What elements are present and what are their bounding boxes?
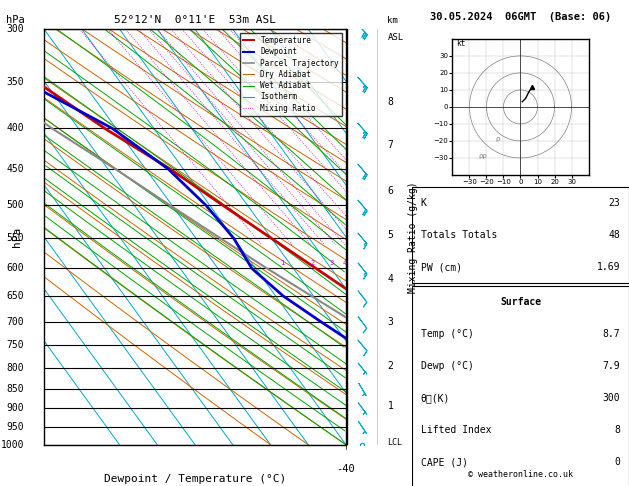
Legend: Temperature, Dewpoint, Parcel Trajectory, Dry Adiabat, Wet Adiabat, Isotherm, Mi: Temperature, Dewpoint, Parcel Trajectory… [240,33,342,116]
Text: Totals Totals: Totals Totals [421,230,497,240]
Text: PW (cm): PW (cm) [421,262,462,272]
Text: 3: 3 [387,316,393,327]
Text: 7.9: 7.9 [603,361,620,371]
Text: 300: 300 [7,24,25,34]
Text: CAPE (J): CAPE (J) [421,457,468,467]
Text: ρρ: ρρ [478,153,487,159]
Text: 23: 23 [609,198,620,208]
Text: 300: 300 [603,393,620,403]
Text: ρ: ρ [495,136,499,142]
Text: 450: 450 [7,164,25,174]
Text: 1000: 1000 [1,440,25,450]
Text: © weatheronline.co.uk: © weatheronline.co.uk [468,469,573,479]
Text: 4: 4 [387,274,393,284]
Bar [412,286,629,486]
Text: θᴇ(K): θᴇ(K) [421,393,450,403]
Text: Lifted Index: Lifted Index [421,425,491,435]
Text: 900: 900 [7,403,25,413]
Text: 850: 850 [7,383,25,394]
Text: 3: 3 [329,260,333,266]
Text: 800: 800 [7,363,25,373]
Text: 750: 750 [7,340,25,350]
Text: 4: 4 [343,260,347,266]
Text: -40: -40 [337,464,355,474]
Text: 8.7: 8.7 [603,329,620,339]
Text: Dewp (°C): Dewp (°C) [421,361,474,371]
Text: 400: 400 [7,123,25,134]
Text: 650: 650 [7,291,25,301]
Bar [412,187,629,283]
Text: 48: 48 [609,230,620,240]
Text: 350: 350 [7,77,25,87]
Text: 8: 8 [615,425,620,435]
Text: kt: kt [456,39,465,48]
Text: Surface: Surface [500,297,541,307]
Text: 6: 6 [387,186,393,196]
Text: 52°12'N  0°11'E  53m ASL: 52°12'N 0°11'E 53m ASL [114,15,276,25]
Text: 700: 700 [7,316,25,327]
Text: 2: 2 [310,260,314,266]
Text: 2: 2 [387,361,393,370]
Text: 5: 5 [387,230,393,240]
Text: Temp (°C): Temp (°C) [421,329,474,339]
Text: 600: 600 [7,263,25,274]
Text: 950: 950 [7,422,25,432]
Text: 1.69: 1.69 [597,262,620,272]
Text: 30.05.2024  06GMT  (Base: 06): 30.05.2024 06GMT (Base: 06) [430,12,611,22]
Text: hPa: hPa [12,227,22,247]
Text: ASL: ASL [387,33,404,42]
Text: LCL: LCL [387,438,403,447]
Text: 500: 500 [7,200,25,210]
Text: hPa: hPa [6,15,25,25]
Text: 8: 8 [387,97,393,106]
Text: 1: 1 [387,401,393,412]
Text: Dewpoint / Temperature (°C): Dewpoint / Temperature (°C) [104,474,286,484]
Text: 0: 0 [615,457,620,467]
Text: Mixing Ratio (g/kg): Mixing Ratio (g/kg) [408,181,418,293]
Text: 1: 1 [280,260,284,266]
Text: 7: 7 [387,140,393,150]
Text: 550: 550 [7,233,25,243]
Text: K: K [421,198,426,208]
Text: km: km [387,16,398,25]
